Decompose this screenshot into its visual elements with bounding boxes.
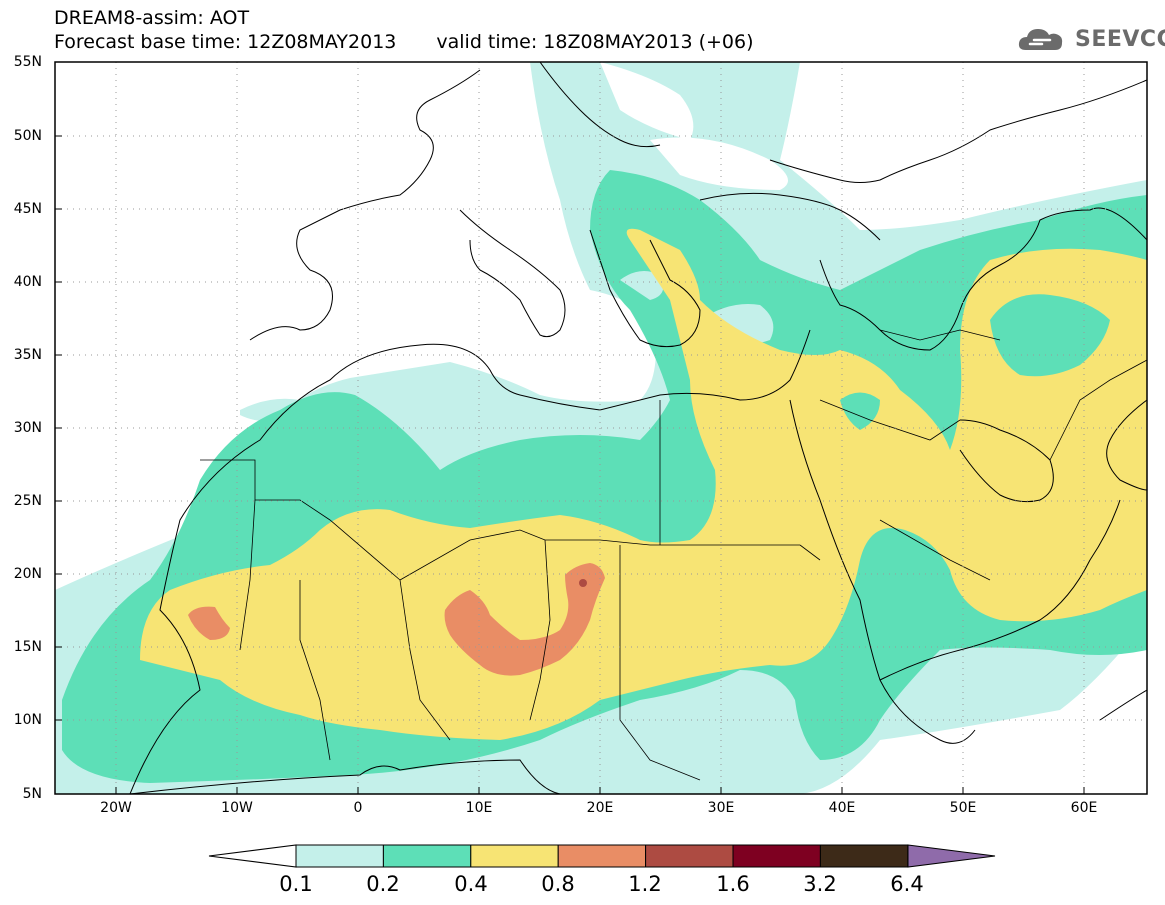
colorbar <box>208 844 996 868</box>
colorbar-swatch <box>470 844 559 868</box>
base-time: Forecast base time: 12Z08MAY2013 <box>54 31 397 53</box>
lat-label: 20N <box>13 566 42 582</box>
lat-label: 15N <box>13 639 42 655</box>
time-info: Forecast base time: 12Z08MAY2013 valid ti… <box>54 31 754 53</box>
lat-label: 5N <box>22 786 42 802</box>
lon-label: 20E <box>586 800 614 816</box>
colorbar-swatch <box>645 844 734 868</box>
lat-label: 10N <box>13 712 42 728</box>
aot-band-0.4 <box>140 228 1147 740</box>
lat-label: 35N <box>13 347 42 363</box>
coastlines <box>129 62 1147 794</box>
colorbar-swatch <box>732 844 821 868</box>
colorbar-label: 3.2 <box>803 872 837 896</box>
lat-label: 55N <box>13 54 42 70</box>
map-title: DREAM8-assim: AOT <box>54 7 250 29</box>
aot-band-1.2 <box>579 579 587 587</box>
lon-label: 30E <box>707 800 735 816</box>
colorbar-label: 6.4 <box>890 872 924 896</box>
lon-label: 40E <box>828 800 856 816</box>
colorbar-label: 1.2 <box>628 872 662 896</box>
lon-label: 20W <box>100 800 132 816</box>
lon-label: 60E <box>1070 800 1098 816</box>
colorbar-label: 0.1 <box>279 872 313 896</box>
colorbar-low-arrow <box>208 844 297 868</box>
colorbar-label: 1.6 <box>716 872 750 896</box>
country-borders <box>200 329 1147 781</box>
colorbar-label: 0.4 <box>454 872 488 896</box>
colorbar-swatch <box>819 844 909 868</box>
lon-label: 10E <box>465 800 493 816</box>
aot-band-0.8 <box>188 563 605 676</box>
colorbar-swatch <box>295 844 384 868</box>
lat-label: 25N <box>13 493 42 509</box>
colorbar-high-arrow <box>907 844 996 868</box>
axis-ticks <box>55 61 1085 794</box>
logo-text: SEEVCCC <box>1075 27 1165 52</box>
lat-label: 50N <box>13 128 42 144</box>
colorbar-swatch <box>557 844 647 868</box>
lat-label: 30N <box>13 420 42 436</box>
cloud-icon <box>1018 29 1063 50</box>
lon-label: 50E <box>949 800 977 816</box>
valid-time: valid time: 18Z08MAY2013 (+06) <box>436 31 754 53</box>
colorbar-label: 0.2 <box>366 872 400 896</box>
gridlines <box>55 62 1147 794</box>
colorbar-label: 0.8 <box>541 872 575 896</box>
colorbar-swatch <box>382 844 472 868</box>
lon-label: 0 <box>353 800 363 816</box>
lon-label: 10W <box>221 800 253 816</box>
lat-label: 40N <box>13 274 42 290</box>
lat-label: 45N <box>13 201 42 217</box>
